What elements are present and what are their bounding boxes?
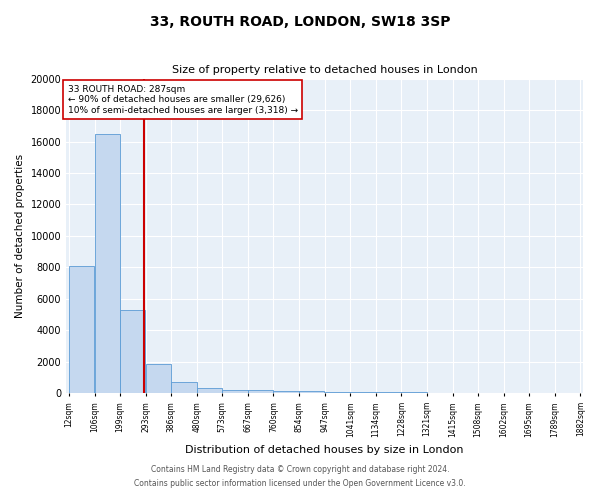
Bar — [401, 392, 427, 394]
Bar — [376, 392, 401, 394]
Text: 33, ROUTH ROAD, LONDON, SW18 3SP: 33, ROUTH ROAD, LONDON, SW18 3SP — [150, 15, 450, 29]
Bar — [171, 382, 197, 394]
Y-axis label: Number of detached properties: Number of detached properties — [15, 154, 25, 318]
Bar — [120, 310, 145, 394]
Text: Contains HM Land Registry data © Crown copyright and database right 2024.
Contai: Contains HM Land Registry data © Crown c… — [134, 466, 466, 487]
Bar — [95, 134, 120, 394]
Title: Size of property relative to detached houses in London: Size of property relative to detached ho… — [172, 65, 478, 75]
Bar — [69, 266, 94, 394]
X-axis label: Distribution of detached houses by size in London: Distribution of detached houses by size … — [185, 445, 464, 455]
Bar — [248, 390, 274, 394]
Text: 33 ROUTH ROAD: 287sqm
← 90% of detached houses are smaller (29,626)
10% of semi-: 33 ROUTH ROAD: 287sqm ← 90% of detached … — [68, 85, 298, 114]
Bar — [299, 391, 325, 394]
Bar — [452, 393, 478, 394]
Bar — [197, 388, 222, 394]
Bar — [350, 392, 376, 394]
Bar — [427, 392, 452, 394]
Bar — [146, 364, 171, 394]
Bar — [274, 390, 299, 394]
Bar — [223, 390, 248, 394]
Bar — [325, 392, 350, 394]
